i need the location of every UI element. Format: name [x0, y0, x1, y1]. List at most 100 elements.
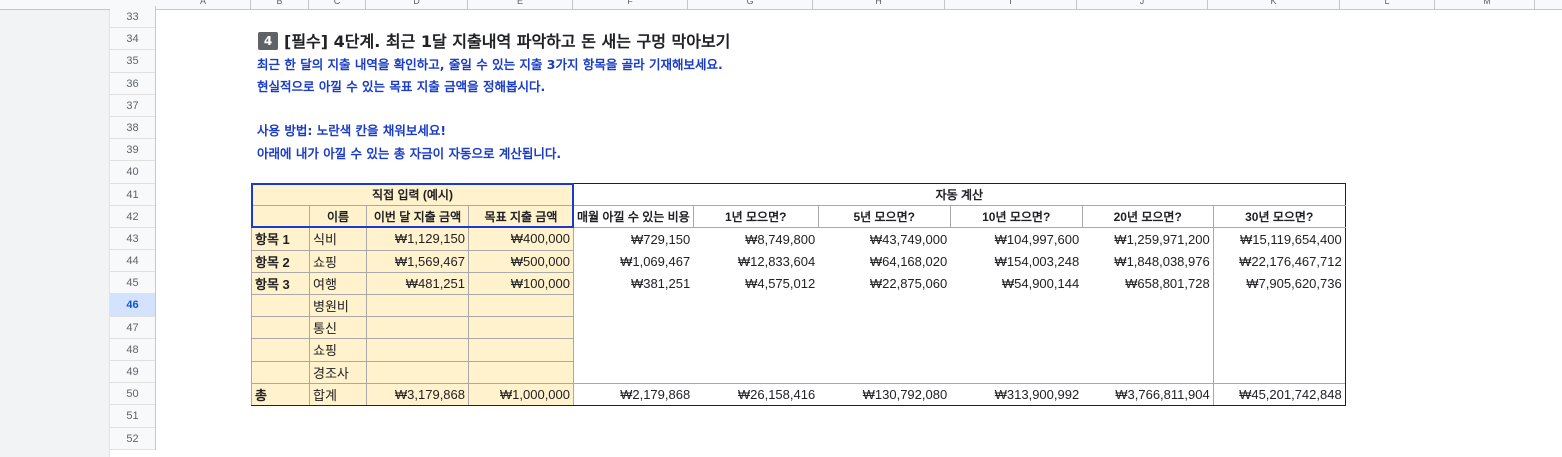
amount-cell[interactable]: ₩100,000 [468, 271, 574, 295]
item-name-cell[interactable]: 통신 [309, 316, 367, 340]
row-header[interactable]: 49 [110, 361, 155, 384]
amount-cell[interactable]: ₩1,129,150 [366, 227, 469, 251]
amount-cell[interactable] [818, 316, 951, 339]
amount-cell[interactable] [950, 316, 1083, 339]
amount-cell[interactable]: ₩7,905,620,736 [1212, 272, 1346, 295]
amount-cell[interactable]: ₩22,875,060 [818, 272, 951, 295]
amount-cell[interactable] [818, 338, 951, 361]
amount-cell[interactable] [950, 338, 1083, 361]
item-name-cell[interactable]: 합계 [309, 382, 367, 406]
column-title-cell[interactable]: 30년 모으면? [1212, 205, 1346, 229]
column-header[interactable]: D [366, 0, 468, 9]
row-header[interactable]: 38 [110, 117, 155, 140]
amount-cell[interactable]: ₩1,259,971,200 [1082, 227, 1214, 251]
row-label-cell[interactable]: 항목 1 [251, 227, 310, 251]
amount-cell[interactable] [468, 293, 574, 318]
amount-cell[interactable] [950, 294, 1083, 317]
column-title-cell[interactable]: 매월 아낄 수 있는 비용 [573, 205, 694, 229]
amount-cell[interactable]: ₩1,848,038,976 [1082, 250, 1214, 273]
amount-cell[interactable] [366, 360, 469, 384]
column-header[interactable]: L [1340, 0, 1435, 9]
column-header[interactable]: H [813, 0, 945, 9]
amount-cell[interactable]: ₩4,575,012 [693, 272, 819, 295]
row-header[interactable]: 35 [110, 50, 155, 73]
amount-cell[interactable] [573, 361, 694, 384]
item-name-cell[interactable]: 여행 [309, 271, 367, 295]
row-header[interactable]: 45 [110, 272, 155, 295]
amount-cell[interactable]: ₩729,150 [573, 227, 694, 251]
column-title-cell[interactable]: 10년 모으면? [949, 205, 1083, 229]
column-header[interactable]: A [156, 0, 251, 9]
amount-cell[interactable]: ₩1,000,000 [468, 382, 574, 406]
column-header[interactable]: C [309, 0, 366, 9]
column-title-cell[interactable]: 1년 모으면? [692, 205, 819, 229]
amount-cell[interactable] [693, 338, 819, 361]
row-header[interactable]: 34 [110, 28, 155, 51]
column-title-cell[interactable]: 이번 달 지출 금액 [366, 205, 469, 229]
column-title-cell[interactable]: 목표 지출 금액 [468, 205, 574, 229]
row-header[interactable]: 51 [110, 405, 155, 428]
amount-cell[interactable] [950, 361, 1083, 384]
amount-cell[interactable]: ₩381,251 [573, 272, 694, 295]
row-header[interactable]: 41 [110, 184, 155, 206]
amount-cell[interactable]: ₩3,766,811,904 [1082, 382, 1214, 406]
row-header[interactable]: 48 [110, 339, 155, 361]
amount-cell[interactable] [693, 294, 819, 317]
group-input-header[interactable]: 직접 입력 (예시) [251, 182, 574, 207]
amount-cell[interactable] [1212, 294, 1346, 317]
amount-cell[interactable] [1082, 316, 1214, 339]
amount-cell[interactable] [573, 294, 694, 317]
row-label-cell[interactable]: 항목 2 [251, 249, 310, 273]
item-name-cell[interactable]: 경조사 [309, 360, 367, 384]
row-label-cell[interactable] [251, 316, 310, 340]
row-header[interactable]: 43 [110, 228, 155, 251]
amount-cell[interactable] [1082, 294, 1214, 317]
amount-cell[interactable]: ₩313,900,992 [950, 382, 1083, 406]
amount-cell[interactable]: ₩43,749,000 [818, 227, 951, 251]
amount-cell[interactable] [1082, 338, 1214, 361]
column-header[interactable]: G [688, 0, 813, 9]
row-header[interactable]: 52 [110, 428, 155, 450]
column-header[interactable]: K [1208, 0, 1340, 9]
row-header[interactable]: 39 [110, 139, 155, 162]
amount-cell[interactable]: ₩500,000 [468, 249, 574, 273]
amount-cell[interactable]: ₩658,801,728 [1082, 272, 1214, 295]
amount-cell[interactable] [693, 361, 819, 384]
column-header[interactable]: J [1077, 0, 1208, 9]
row-header[interactable]: 44 [110, 250, 155, 273]
amount-cell[interactable] [468, 316, 574, 340]
amount-cell[interactable]: ₩2,179,868 [573, 382, 694, 406]
amount-cell[interactable]: ₩1,569,467 [366, 249, 469, 273]
amount-cell[interactable]: ₩15,119,654,400 [1212, 227, 1346, 251]
amount-cell[interactable] [818, 361, 951, 384]
amount-cell[interactable] [468, 338, 574, 362]
column-title-cell[interactable]: 이름 [309, 205, 367, 229]
amount-cell[interactable]: ₩3,179,868 [366, 382, 469, 406]
row-label-cell[interactable]: 항목 3 [251, 271, 310, 295]
item-name-cell[interactable]: 쇼핑 [309, 338, 367, 362]
row-label-cell[interactable]: 총 [251, 382, 310, 406]
amount-cell[interactable]: ₩154,003,248 [950, 250, 1083, 273]
column-header[interactable]: M [1440, 0, 1535, 9]
amount-cell[interactable]: ₩400,000 [468, 227, 574, 251]
row-header[interactable]: 46 [110, 294, 155, 317]
amount-cell[interactable]: ₩22,176,467,712 [1212, 250, 1346, 273]
amount-cell[interactable]: ₩26,158,416 [693, 382, 819, 406]
amount-cell[interactable]: ₩54,900,144 [950, 272, 1083, 295]
row-header[interactable]: 33 [110, 6, 155, 29]
amount-cell[interactable] [573, 316, 694, 339]
row-label-cell[interactable] [251, 293, 310, 318]
row-header[interactable]: 47 [110, 317, 155, 339]
amount-cell[interactable] [693, 316, 819, 339]
column-title-cell[interactable] [251, 205, 310, 229]
row-header[interactable]: 42 [110, 206, 155, 228]
column-title-cell[interactable]: 5년 모으면? [817, 205, 951, 229]
column-title-cell[interactable]: 20년 모으면? [1081, 205, 1214, 229]
amount-cell[interactable]: ₩45,201,742,848 [1212, 382, 1346, 406]
group-auto-header[interactable]: 자동 계산 [573, 182, 1346, 207]
column-header[interactable]: B [251, 0, 309, 9]
amount-cell[interactable] [468, 360, 574, 384]
amount-cell[interactable] [366, 293, 469, 318]
column-header[interactable]: F [573, 0, 688, 9]
item-name-cell[interactable]: 병원비 [309, 293, 367, 318]
